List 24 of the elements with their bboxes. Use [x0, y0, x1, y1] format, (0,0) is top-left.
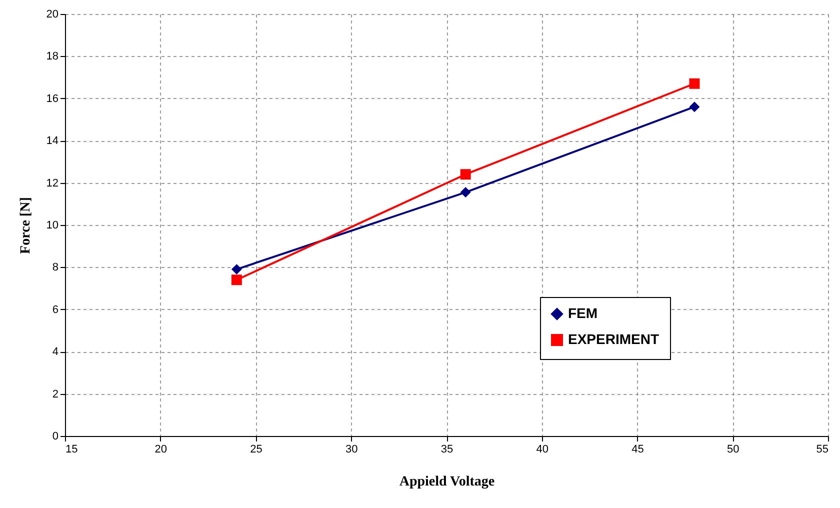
y-tick-label: 4 — [52, 346, 58, 358]
y-tick-label: 12 — [46, 177, 58, 190]
x-tick-label: 45 — [632, 444, 644, 456]
x-tick-label: 50 — [727, 444, 740, 456]
y-tick-label: 20 — [46, 8, 58, 20]
x-tick-label: 15 — [66, 444, 78, 456]
y-tick-label: 10 — [46, 220, 58, 232]
y-tick-label: 6 — [52, 304, 58, 316]
x-tick-label: 35 — [440, 444, 454, 456]
x-axis-title: Appield Voltage — [399, 474, 495, 490]
x-tick-label: 55 — [816, 444, 828, 456]
y-tick-label: 16 — [46, 92, 58, 105]
y-tick-label: 2 — [52, 388, 58, 400]
y-tick-label: 18 — [46, 50, 58, 63]
y-axis-title: Force [N] — [18, 197, 34, 254]
legend-label: EXPERIMENT — [568, 331, 660, 347]
x-tick-label: 30 — [346, 444, 358, 456]
legend-label: FEM — [568, 305, 598, 321]
y-tick-label: 0 — [52, 430, 58, 442]
y-tick-label: 14 — [46, 135, 58, 148]
y-tick-label: 8 — [52, 262, 58, 274]
x-tick-label: 25 — [250, 444, 262, 456]
x-tick-label: 20 — [154, 444, 167, 456]
x-tick-label: 40 — [536, 444, 548, 456]
